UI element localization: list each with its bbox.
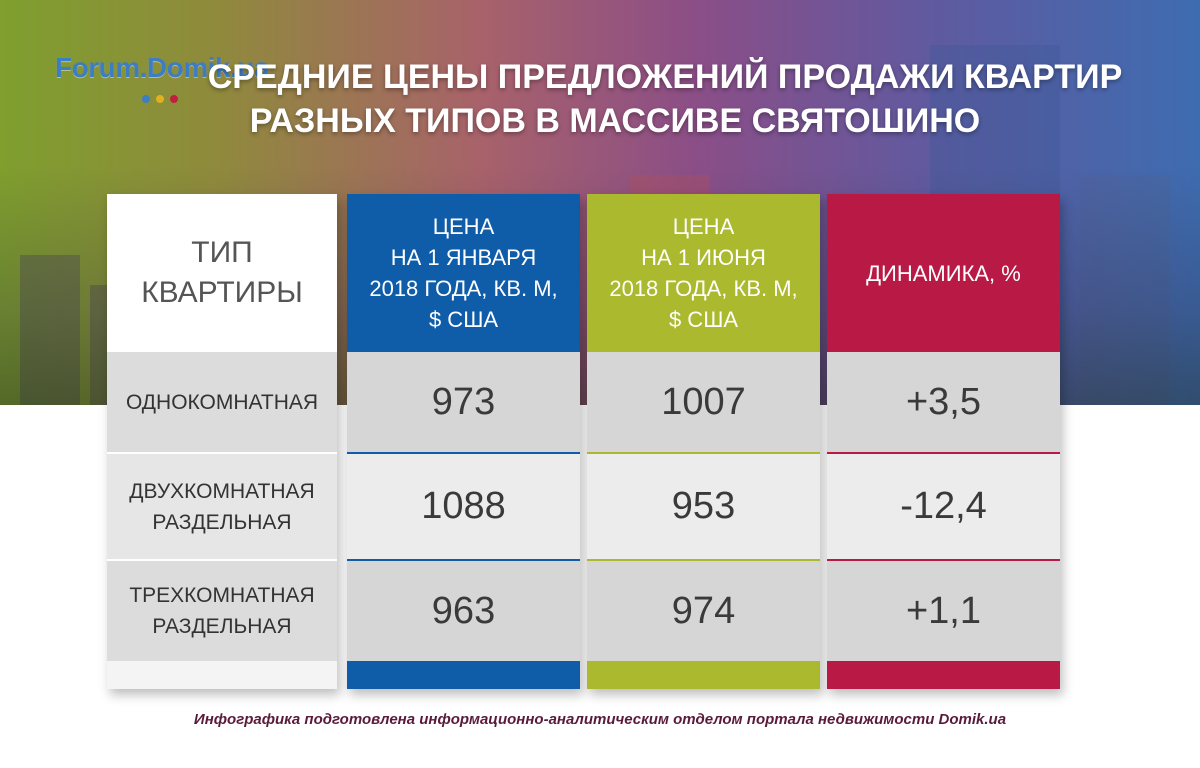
site-logo[interactable]: Forum.Domik.ua: [55, 52, 269, 83]
header-price-june: ЦЕНА НА 1 ИЮНЯ 2018 ГОДА, КВ. М, $ США: [587, 194, 820, 352]
row-label-text: РАЗДЕЛЬНАЯ: [152, 510, 292, 534]
infographic-title: СРЕДНИЕ ЦЕНЫ ПРЕДЛОЖЕНИЙ ПРОДАЖИ КВАРТИР…: [0, 55, 1200, 143]
header-price-january: ЦЕНА НА 1 ЯНВАРЯ 2018 ГОДА, КВ. М, $ США: [347, 194, 580, 352]
header-line: ЦЕНА: [672, 214, 735, 239]
title-line-1: СРЕДНИЕ ЦЕНЫ ПРЕДЛОЖЕНИЙ ПРОДАЖИ КВАРТИР: [207, 58, 1123, 96]
column-apartment-type: ТИП КВАРТИРЫ ОДНОКОМНАТНАЯ ДВУХКОМНАТНАЯ…: [107, 194, 337, 689]
header-line: ДИНАМИКА, %: [866, 260, 1021, 286]
cell-value: +1,1: [905, 589, 982, 632]
logo-dots: [142, 90, 184, 108]
cell-value: 973: [431, 380, 496, 423]
row-label-1: ОДНОКОМНАТНАЯ: [107, 352, 337, 452]
cell-value: 953: [671, 485, 736, 527]
column-dynamics: ДИНАМИКА, % +3,5 -12,4 +1,1: [827, 194, 1060, 689]
cell-value: 1007: [661, 380, 746, 423]
value-jan-1: 973: [347, 352, 580, 452]
row-label-2: ДВУХКОМНАТНАЯ РАЗДЕЛЬНАЯ: [107, 454, 337, 559]
value-dyn-3: +1,1: [827, 561, 1060, 661]
value-dyn-2: -12,4: [827, 454, 1060, 559]
value-jan-3: 963: [347, 561, 580, 661]
value-jun-2: 953: [587, 454, 820, 559]
header-line: НА 1 ЯНВАРЯ: [390, 245, 537, 270]
header-line: КВАРТИРЫ: [141, 276, 303, 309]
header-line: $ США: [428, 307, 499, 332]
column-price-june: ЦЕНА НА 1 ИЮНЯ 2018 ГОДА, КВ. М, $ США 1…: [587, 194, 820, 689]
cell-value: +3,5: [905, 380, 982, 423]
header-dynamics: ДИНАМИКА, %: [827, 194, 1060, 352]
row-label-text: ТРЕХКОМНАТНАЯ: [129, 584, 315, 607]
value-jun-1: 1007: [587, 352, 820, 452]
header-line: ЦЕНА: [432, 214, 495, 239]
row-label-3: ТРЕХКОМНАТНАЯ РАЗДЕЛЬНАЯ: [107, 561, 337, 661]
header-line: $ США: [668, 307, 739, 332]
header-line: ТИП: [191, 236, 253, 269]
value-dyn-1: +3,5: [827, 352, 1060, 452]
header-line: НА 1 ИЮНЯ: [641, 245, 766, 270]
cell-value: 974: [671, 589, 736, 632]
title-line-2: РАЗНЫХ ТИПОВ В МАССИВЕ СВЯТОШИНО: [249, 102, 981, 140]
value-jan-2: 1088: [347, 454, 580, 559]
cell-value: -12,4: [900, 485, 987, 527]
cell-value: 1088: [421, 485, 506, 527]
value-jun-3: 974: [587, 561, 820, 661]
footer-credit: Инфографика подготовлена информационно-а…: [193, 711, 1007, 728]
header-line: 2018 ГОДА, КВ. М,: [609, 276, 798, 301]
column-price-january: ЦЕНА НА 1 ЯНВАРЯ 2018 ГОДА, КВ. М, $ США…: [347, 194, 580, 689]
header-apartment-type: ТИП КВАРТИРЫ: [107, 194, 337, 352]
row-label-text: ДВУХКОМНАТНАЯ: [129, 479, 315, 503]
row-label-text: ОДНОКОМНАТНАЯ: [125, 390, 319, 414]
cell-value: 963: [431, 589, 496, 632]
header-line: 2018 ГОДА, КВ. М,: [369, 276, 558, 301]
row-label-text: РАЗДЕЛЬНАЯ: [152, 615, 292, 638]
